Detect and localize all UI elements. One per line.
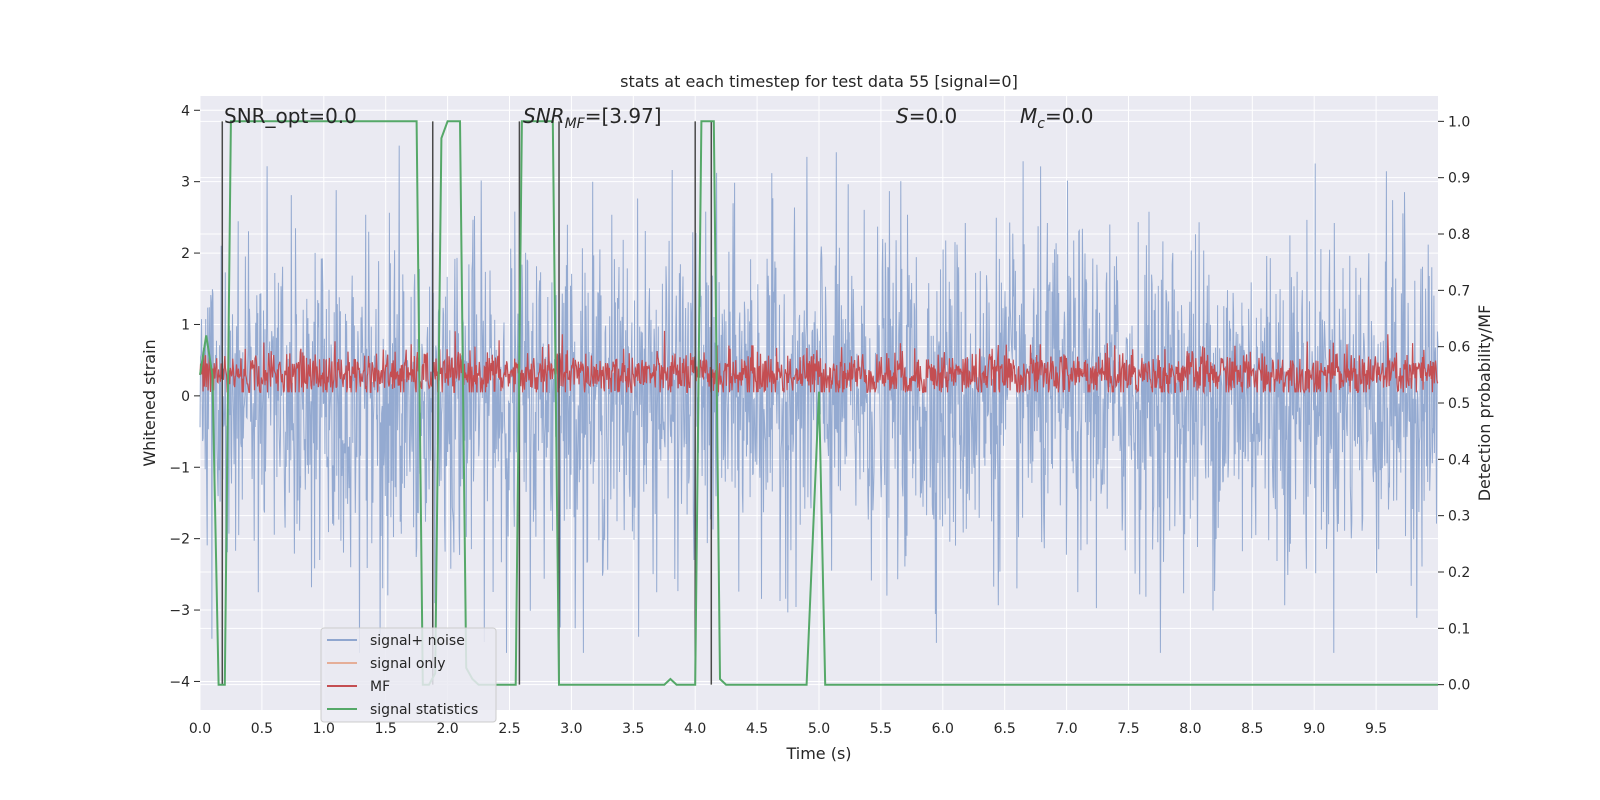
y-right-tick-label: 0.4 [1448,452,1470,468]
chart-title: stats at each timestep for test data 55 … [620,72,1018,91]
x-tick-label: 3.5 [622,721,644,737]
x-tick-label: 4.5 [746,721,768,737]
y-right-tick-label: 0.9 [1448,171,1470,187]
snr-mf-sub: MF [565,116,586,132]
annotation-snr-mf: SNRMF=[3.97] [523,104,662,132]
y-right-tick-label: 0.1 [1448,621,1470,637]
x-tick-label: 7.5 [1117,721,1139,737]
x-tick-label: 1.5 [375,721,397,737]
y-right-tick-label: 0.6 [1448,340,1470,356]
y-tick-label: 4 [181,103,190,119]
y-right-tick-label: 0.8 [1448,227,1470,243]
y-right-tick-label: 1.0 [1448,114,1470,130]
y-tick-label: 2 [181,246,190,262]
y-right-tick-label: 0.0 [1448,678,1470,694]
y-ticks-right: 0.0 0.1 0.2 0.3 0.4 0.5 0.6 0.7 0.8 0.9 1.0 [1438,114,1470,694]
y-tick-label: −1 [169,460,190,476]
x-tick-label: 8.0 [1179,721,1201,737]
mc-value: =0.0 [1045,104,1094,128]
annotation-snr-opt: SNR_opt=0.0 [224,104,357,128]
x-tick-label: 6.5 [994,721,1016,737]
series-mf [199,330,1439,395]
mc-sub: c [1037,116,1045,132]
snr-mf-value: =[3.97] [585,104,662,128]
mc-base: M [1020,104,1037,128]
y-right-tick-label: 0.5 [1448,396,1470,412]
x-tick-label: 2.5 [498,721,520,737]
x-tick-label: 4.0 [684,721,706,737]
x-tick-label: 6.0 [932,721,954,737]
x-tick-label: 3.0 [560,721,582,737]
y-tick-label: 0 [181,389,190,405]
y-right-tick-label: 0.7 [1448,283,1470,299]
y-tick-label: −2 [169,532,190,548]
y-tick-label: 3 [181,175,190,191]
series-signal-statistics [199,120,1438,686]
s-base: S [896,104,909,128]
s-value: =0.0 [909,104,958,128]
x-tick-label: 7.0 [1055,721,1077,737]
snr-mf-base: SNR [523,104,565,128]
x-tick-label: 0.0 [189,721,211,737]
x-tick-label: 9.0 [1303,721,1325,737]
x-ticks: 0.0 0.5 1.0 1.5 2.0 2.5 3.0 3.5 4.0 4.5 5.0 5.5 6.0 6… [189,721,1387,737]
y-axis-label: Whitened strain [140,339,159,466]
y-tick-label: 1 [181,317,190,333]
y-ticks-left: −4 −3 −2 −1 0 1 2 3 4 [169,103,200,690]
x-tick-label: 8.5 [1241,721,1263,737]
legend: signal+ noise signal only MF signal stat… [320,627,497,723]
x-tick-label: 5.5 [870,721,892,737]
x-axis-label: Time (s) [785,744,851,763]
y-tick-label: −3 [169,603,190,619]
x-tick-label: 9.5 [1365,721,1387,737]
legend-label-stats: signal statistics [370,702,478,718]
annotation-s: S=0.0 [896,104,957,128]
legend-box [320,627,497,723]
annotation-mc: Mc=0.0 [1020,104,1094,132]
y-right-tick-label: 0.3 [1448,509,1470,525]
y-right-tick-label: 0.2 [1448,565,1470,581]
x-tick-label: 1.0 [313,721,335,737]
legend-label-noise: signal+ noise [370,633,465,649]
x-tick-label: 2.0 [436,721,458,737]
x-tick-label: 5.0 [808,721,830,737]
y-tick-label: −4 [169,674,190,690]
legend-label-signal-only: signal only [370,656,445,672]
legend-label-mf: MF [370,679,390,695]
mf-line [199,330,1439,395]
y-axis-label-right: Detection probability/MF [1475,305,1494,502]
x-tick-label: 0.5 [251,721,273,737]
signal-statistics-line [199,120,1438,686]
